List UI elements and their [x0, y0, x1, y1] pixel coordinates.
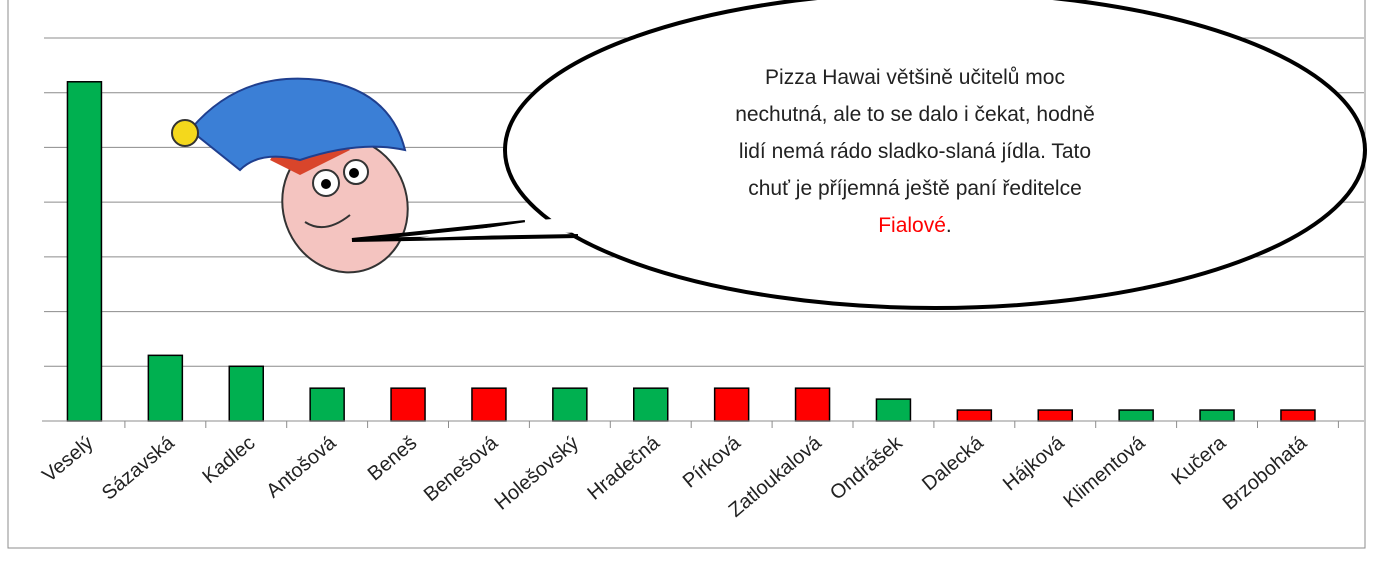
- sentence-end: .: [946, 214, 952, 237]
- bar: [633, 387, 669, 422]
- bar: [147, 354, 184, 422]
- bar: [794, 387, 831, 422]
- bubble-line: lidí nemá rádo sladko-slaná jídla. Tato: [739, 140, 1091, 163]
- bar: [66, 81, 103, 422]
- elf-mouth: [304, 214, 351, 229]
- bar: [390, 387, 426, 422]
- bubble-line: Fialové.: [878, 214, 952, 237]
- bar: [309, 387, 345, 422]
- bubble-seam: [420, 215, 600, 238]
- speech-bubble: Pizza Hawai většině učitelů moc nechutná,…: [351, 0, 1367, 310]
- bar: [1118, 409, 1154, 422]
- bubble-line: Pizza Hawai většině učitelů moc: [765, 66, 1065, 89]
- bubble-text: Pizza Hawai většině učitelů moc nechutná,…: [735, 66, 1095, 237]
- highlight-name: Fialové: [878, 214, 946, 237]
- bar: [713, 387, 750, 422]
- bubble-line: nechutná, ale to se dalo i čekat, hodně: [735, 103, 1095, 126]
- bar: [875, 398, 912, 422]
- bar: [1280, 409, 1316, 422]
- elf-illustration: [171, 77, 409, 274]
- bar: [1037, 409, 1073, 422]
- bar: [1199, 409, 1235, 422]
- bubble-line: chuť je příjemná ještě paní ředitelce: [748, 177, 1082, 200]
- bar: [228, 365, 264, 422]
- elf-pompom: [171, 119, 199, 147]
- bubble-outline: [503, 0, 1367, 310]
- bar: [471, 387, 507, 422]
- elf-pupil: [349, 168, 359, 178]
- bar: [956, 409, 993, 422]
- elf-pupil: [321, 179, 331, 189]
- elf-hat: [188, 77, 407, 172]
- bar: [552, 387, 588, 422]
